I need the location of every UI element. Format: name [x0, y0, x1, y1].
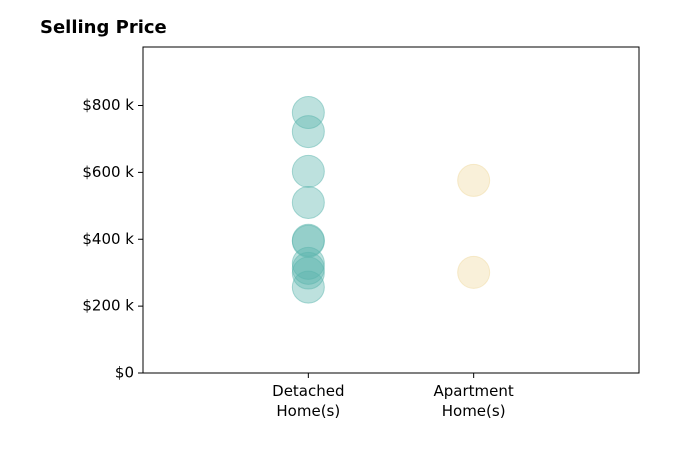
chart-title: Selling Price	[40, 17, 167, 38]
point	[291, 96, 325, 130]
point	[291, 154, 325, 188]
plot-frame	[142, 46, 640, 374]
y-tick-label: $400 k	[82, 230, 134, 248]
point	[457, 255, 491, 289]
point	[291, 115, 325, 149]
y-tick-label: $800 k	[82, 96, 134, 114]
point	[291, 256, 325, 290]
point	[291, 185, 325, 219]
point	[291, 270, 325, 304]
point	[457, 163, 491, 197]
x-tick-label: Detached Home(s)	[272, 382, 345, 420]
point	[291, 251, 325, 285]
x-tick-label: Apartment Home(s)	[433, 382, 514, 420]
y-tick-label: $200 k	[82, 297, 134, 315]
point	[291, 246, 325, 280]
y-tick-label: $0	[115, 364, 134, 382]
y-tick-label: $600 k	[82, 163, 134, 181]
